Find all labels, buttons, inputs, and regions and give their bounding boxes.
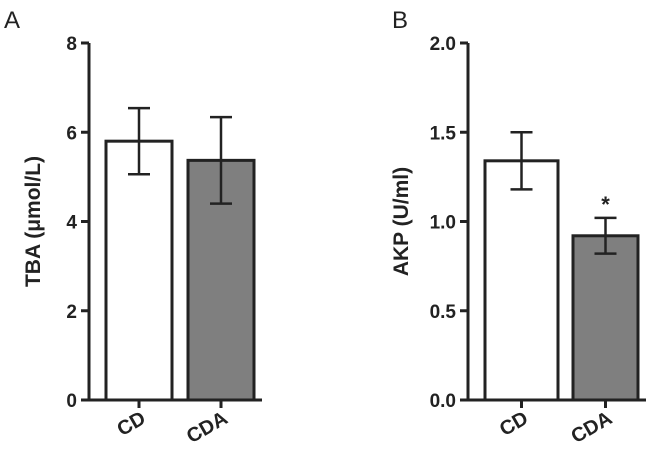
panel-letter: A <box>4 7 20 34</box>
x-tick-label: CDA <box>567 407 616 448</box>
x-tick-label: CD <box>113 407 149 440</box>
y-tick-label: 6 <box>66 123 77 144</box>
panel-letter: B <box>392 7 408 34</box>
y-tick-label: 0.5 <box>430 302 457 323</box>
bar-cda <box>571 234 640 402</box>
panel-a: A TBA (μmol/L) 0 2 4 6 8 CD CDA <box>4 7 262 448</box>
y-tick-label: 1.0 <box>430 213 456 234</box>
y-tick-label: 0.0 <box>430 391 456 412</box>
x-tick-label: CD <box>496 407 532 440</box>
y-axis-label: TBA (μmol/L) <box>22 156 45 287</box>
x-tick-label: CDA <box>183 407 232 448</box>
significance-marker: * <box>601 192 610 217</box>
y-tick-label: 0 <box>66 391 77 412</box>
y-tick-label: 8 <box>66 34 77 55</box>
bar-cd <box>104 139 174 402</box>
y-tick-label: 4 <box>66 213 77 234</box>
y-tick-label: 1.5 <box>430 123 457 144</box>
bar-cd <box>483 159 560 402</box>
y-tick-label: 2 <box>66 302 77 323</box>
y-axis-label: AKP (U/ml) <box>390 167 413 276</box>
y-tick-label: 2.0 <box>430 34 456 55</box>
panel-b: B AKP (U/ml) 0.0 0.5 1.0 1.5 2.0 CD CDA * <box>390 7 646 448</box>
